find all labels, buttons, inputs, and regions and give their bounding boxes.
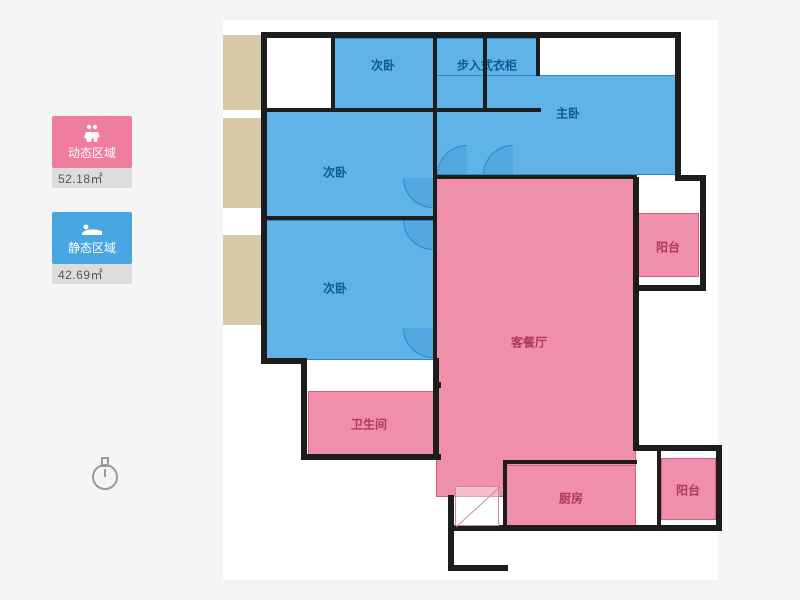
- wall: [503, 460, 507, 528]
- legend-static-value: 42.69㎡: [52, 264, 132, 284]
- room-balc2: [661, 458, 716, 520]
- wall: [331, 34, 335, 110]
- room-bed2a: [334, 38, 434, 109]
- legend-dynamic-value: 52.18㎡: [52, 168, 132, 188]
- room-kitchen: [505, 465, 636, 527]
- wall: [261, 32, 681, 38]
- floorplan-figure: 次卧步入式衣柜主卧次卧次卧客餐厅阳台卫生间厨房阳台: [223, 20, 718, 580]
- wall: [433, 34, 437, 374]
- room-living: [436, 177, 636, 497]
- wall: [301, 358, 307, 458]
- wall: [261, 32, 267, 362]
- legend-static: 静态区域 42.69㎡: [52, 212, 132, 284]
- wall: [261, 108, 436, 112]
- wall: [301, 454, 441, 460]
- balcony-slab: [223, 35, 263, 110]
- legend-dynamic: 动态区域 52.18㎡: [52, 116, 132, 188]
- wall: [435, 175, 637, 179]
- wall: [700, 175, 706, 290]
- wall: [483, 34, 487, 110]
- wall: [448, 565, 508, 571]
- wall: [261, 358, 306, 364]
- wall: [633, 285, 706, 291]
- room-bed2b: [263, 110, 434, 218]
- balcony-slab: [223, 235, 263, 325]
- balcony-slab: [223, 118, 263, 208]
- room-master: [434, 75, 678, 175]
- wall: [716, 445, 722, 530]
- wall: [657, 450, 661, 528]
- legend-dynamic-label: 动态区域: [68, 144, 116, 161]
- sleep-icon: [80, 221, 104, 237]
- wall: [433, 382, 441, 388]
- legend-static-box: 静态区域: [52, 212, 132, 264]
- shower-outline: [455, 486, 499, 526]
- compass-icon: [86, 455, 124, 493]
- wall: [536, 34, 540, 76]
- wall: [675, 32, 681, 177]
- wall: [633, 177, 639, 291]
- legend-dynamic-box: 动态区域: [52, 116, 132, 168]
- room-balc1: [638, 213, 699, 277]
- wall: [633, 445, 721, 451]
- wall: [633, 285, 639, 450]
- wall: [433, 108, 541, 112]
- wall: [448, 525, 454, 570]
- wall: [503, 460, 637, 464]
- room-bath: [308, 391, 434, 455]
- legend-static-label: 静态区域: [68, 239, 116, 256]
- people-icon: [81, 124, 103, 142]
